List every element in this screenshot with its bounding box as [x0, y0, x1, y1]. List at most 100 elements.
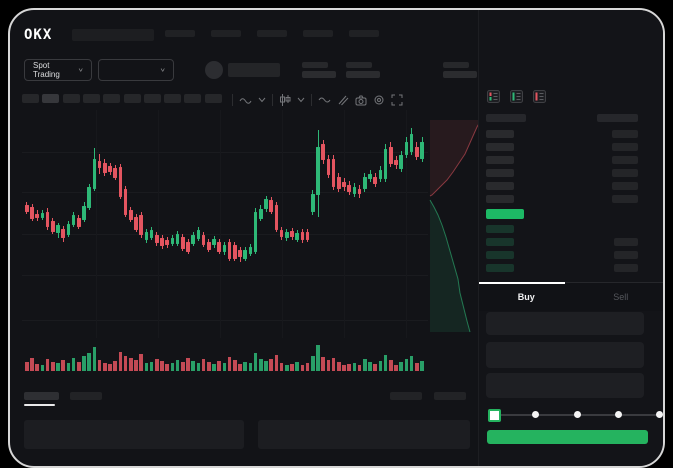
ask-price-cell[interactable] — [486, 169, 514, 177]
candle-body — [420, 142, 424, 159]
market-type-dropdown[interactable]: Spot Trading ˅ — [24, 59, 92, 81]
timeframe-chip[interactable] — [123, 94, 141, 103]
pair-dropdown[interactable]: ˅ — [98, 59, 174, 81]
book-combined-icon[interactable] — [487, 90, 500, 103]
candle-body — [253, 212, 258, 252]
slider-stop-100[interactable] — [656, 411, 663, 418]
slider-stop-25[interactable] — [532, 411, 540, 418]
amount-input-placeholder[interactable] — [486, 342, 644, 368]
timeframe-chip[interactable] — [22, 94, 39, 103]
bid-total-cell[interactable] — [614, 251, 638, 259]
settings-gear-icon[interactable] — [373, 94, 385, 106]
book-asks-icon[interactable] — [533, 90, 546, 103]
bid-total-cell[interactable] — [614, 264, 638, 272]
nav-item-placeholder[interactable] — [349, 30, 379, 37]
volume-bar — [311, 356, 315, 371]
candle-body — [175, 234, 180, 244]
gridline — [220, 110, 221, 338]
header-search-placeholder[interactable] — [72, 29, 154, 41]
bottom-action-placeholder[interactable] — [390, 392, 422, 400]
chevron-down-icon[interactable] — [297, 97, 305, 103]
volume-bar — [409, 356, 414, 371]
timeframe-chip[interactable] — [184, 94, 202, 103]
candle-body — [186, 242, 190, 252]
candle-body — [415, 147, 419, 157]
bid-total-cell[interactable] — [614, 238, 638, 246]
gridline — [22, 275, 428, 276]
timeframe-chip[interactable] — [82, 94, 100, 103]
nav-item-placeholder[interactable] — [257, 30, 287, 37]
nav-item-placeholder[interactable] — [303, 30, 333, 37]
volume-bar — [103, 363, 107, 371]
candle-type-icon[interactable] — [279, 94, 291, 106]
tab-sell[interactable]: Sell — [613, 292, 629, 302]
candlestick-chart[interactable] — [22, 110, 428, 338]
volume-bar — [415, 363, 419, 371]
slider-stop-50[interactable] — [573, 411, 581, 418]
bottom-action-placeholder[interactable] — [434, 392, 466, 400]
candle-body — [181, 237, 185, 249]
volume-bar — [389, 360, 393, 371]
camera-icon[interactable] — [355, 95, 367, 106]
volume-bar — [373, 364, 377, 371]
bid-price-cell[interactable] — [486, 264, 514, 272]
book-bids-icon[interactable] — [510, 90, 523, 103]
ask-total-cell[interactable] — [612, 156, 638, 164]
ask-price-cell[interactable] — [486, 182, 514, 190]
timeframe-chip[interactable] — [103, 94, 121, 103]
nav-item-placeholder[interactable] — [165, 30, 195, 37]
candle-body — [118, 167, 123, 197]
last-price-highlight[interactable] — [486, 209, 524, 219]
bottom-tab-active-placeholder[interactable] — [24, 392, 59, 400]
slider-stop-0[interactable] — [488, 409, 501, 422]
ask-price-cell[interactable] — [486, 130, 514, 138]
volume-bar — [269, 359, 273, 371]
buy-submit-button[interactable] — [487, 430, 648, 444]
candle-body — [311, 194, 315, 212]
amount-slider[interactable] — [488, 409, 663, 422]
bottom-tab-placeholder[interactable] — [70, 392, 102, 400]
slider-stop-75[interactable] — [614, 411, 622, 418]
ask-total-cell[interactable] — [612, 182, 638, 190]
gridline — [158, 110, 159, 338]
bid-price-cell[interactable] — [486, 238, 514, 246]
ask-price-cell[interactable] — [486, 156, 514, 164]
volume-bar — [274, 355, 279, 371]
indicator-wave-icon[interactable] — [318, 94, 331, 106]
nav-item-placeholder[interactable] — [211, 30, 241, 37]
volume-bar — [248, 363, 253, 371]
timeframe-chip[interactable] — [143, 94, 161, 103]
ask-total-cell[interactable] — [612, 195, 638, 203]
volume-bar — [394, 365, 398, 371]
bid-price-cell[interactable] — [486, 251, 514, 259]
wave-line-icon[interactable] — [239, 94, 252, 106]
fullscreen-expand-icon[interactable] — [391, 94, 403, 106]
gridline — [344, 110, 345, 338]
ask-total-cell[interactable] — [612, 130, 638, 138]
volume-bar — [92, 347, 97, 371]
volume-bar — [51, 362, 55, 371]
app-window: OKX Spot Trading ˅ ˅ — [8, 8, 665, 468]
ask-price-cell[interactable] — [486, 195, 514, 203]
ask-total-cell[interactable] — [612, 143, 638, 151]
candle-body — [87, 187, 91, 208]
active-tab-indicator — [479, 282, 565, 284]
timeframe-chip[interactable] — [164, 94, 182, 103]
bid-price-cell[interactable] — [486, 225, 514, 233]
price-input-placeholder[interactable] — [486, 312, 644, 335]
candle-body — [139, 215, 143, 235]
total-input-placeholder[interactable] — [486, 373, 644, 398]
tab-buy[interactable]: Buy — [517, 292, 535, 302]
candle-body — [108, 166, 112, 172]
depth-chart[interactable] — [429, 110, 481, 337]
timeframe-chip[interactable] — [42, 94, 60, 103]
draw-pencil-icon[interactable] — [337, 94, 349, 106]
chevron-down-icon[interactable] — [258, 97, 266, 103]
candle-body — [144, 232, 149, 240]
ask-total-cell[interactable] — [612, 169, 638, 177]
timeframe-chip[interactable] — [204, 94, 222, 103]
timeframe-chip[interactable] — [62, 94, 80, 103]
volume-bar — [383, 355, 388, 371]
ask-price-cell[interactable] — [486, 143, 514, 151]
volume-bar — [123, 356, 128, 371]
